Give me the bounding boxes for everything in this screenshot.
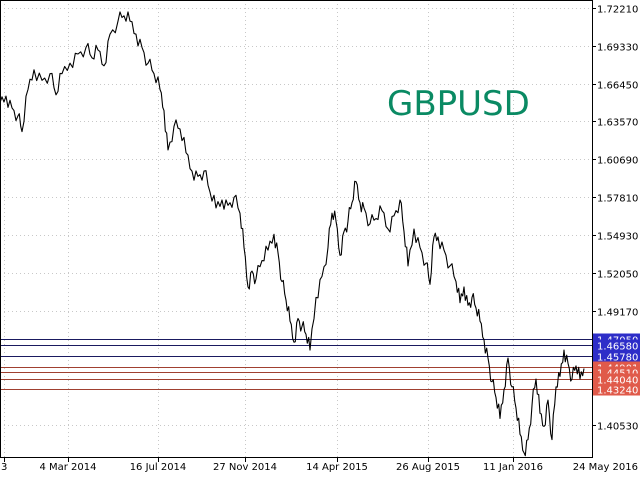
y-tick-label: 1.66450	[597, 81, 638, 92]
x-axis: 3 4 Mar 2014 16 Jul 2014 27 Nov 2014 14 Apr …	[1, 458, 638, 473]
price-level-label-box	[593, 383, 640, 396]
y-tick-label: 1.72210	[597, 5, 638, 16]
price-line	[0, 11, 585, 457]
plot-frame	[0, 0, 593, 458]
y-tick-label: 1.54930	[597, 232, 638, 243]
x-tick-label: 24 May 2016	[573, 462, 638, 473]
price-level-label: 1.44040	[597, 376, 638, 387]
x-tick-label: 26 Aug 2015	[396, 462, 460, 473]
x-tick-label: 14 Apr 2015	[306, 462, 368, 473]
y-tick-label: 1.69330	[597, 43, 638, 54]
x-tick-label: 11 Jan 2016	[483, 462, 543, 473]
price-level-label: 1.43240	[597, 386, 638, 397]
price-level-labels: 1.470501.465801.457801.449011.445101.440…	[593, 333, 640, 397]
y-tick-label: 1.40530	[597, 422, 638, 433]
x-tick-label: 16 Jul 2014	[130, 462, 187, 473]
x-tick-label: 4 Mar 2014	[39, 462, 96, 473]
y-tick-label: 1.49170	[597, 308, 638, 319]
price-level-label: 1.46580	[597, 342, 638, 353]
series-layer	[0, 11, 585, 457]
y-tick-label: 1.57810	[597, 194, 638, 205]
price-level-label-box	[593, 339, 640, 352]
grid-layer	[0, 0, 592, 458]
x-tick-label: 27 Nov 2014	[213, 462, 277, 473]
chart-title: GBPUSD	[387, 84, 530, 124]
y-tick-label: 1.52050	[597, 270, 638, 281]
y-tick-label: 1.63570	[597, 118, 638, 129]
y-tick-label: 1.60690	[597, 156, 638, 167]
y-axis: 1.72210 1.69330 1.66450 1.63570 1.60690 1.578…	[592, 5, 638, 433]
price-level-label-box	[593, 350, 640, 363]
price-level-label-box	[593, 373, 640, 386]
price-level-label: 1.45780	[597, 353, 638, 364]
x-tick-label: 3	[1, 462, 7, 473]
